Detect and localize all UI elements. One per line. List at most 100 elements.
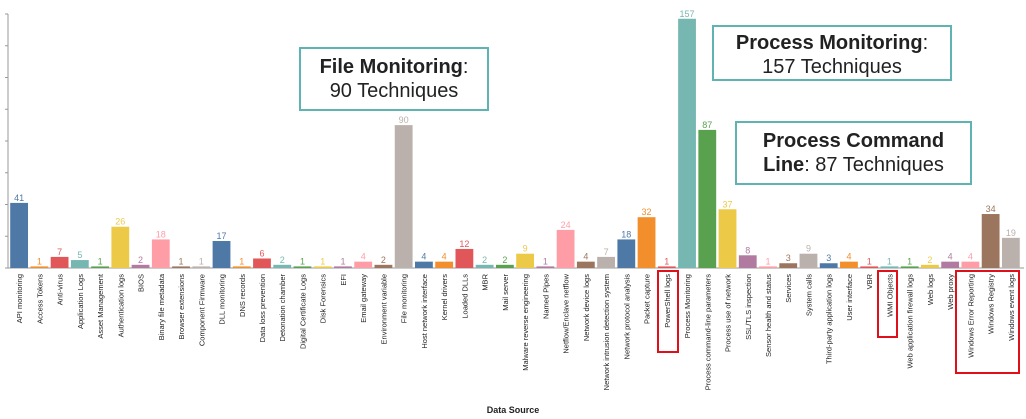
x-tick-label: Windows Error Reporting: [966, 274, 975, 358]
bar-value-label: 4: [361, 252, 366, 262]
process-monitoring-count: 157 Techniques: [762, 56, 902, 78]
bar-value-label: 1: [887, 256, 892, 266]
x-tick-label: Process use of network: [724, 274, 733, 352]
bar: [597, 256, 615, 268]
bar-value-label: 1: [199, 256, 204, 266]
process-monitoring-suffix: :: [922, 32, 929, 54]
bar-value-label: 5: [77, 250, 82, 260]
bar: [192, 266, 211, 268]
bar-value-label: 2: [138, 255, 143, 265]
bar-value-label: 2: [927, 255, 932, 265]
x-tick-label: Anti-virus: [56, 274, 65, 306]
bar-value-label: 1: [179, 256, 184, 266]
x-tick-label: Web proxy: [946, 274, 955, 310]
bar: [212, 241, 231, 268]
x-tick-label: Web application firewall logs: [906, 274, 915, 369]
x-tick-label: VBR: [865, 273, 874, 289]
bar-value-label: 34: [986, 204, 996, 214]
x-tick-label: Data loss prevention: [258, 274, 267, 342]
x-tick-label: DNS records: [238, 274, 247, 317]
x-tick-label: File monitoring: [400, 274, 409, 323]
bar: [415, 261, 433, 268]
bar-value-label: 9: [806, 244, 811, 254]
bar-value-label: 8: [745, 245, 750, 255]
process-monitoring-callout: Process Monitoring: 157 Techniques: [712, 25, 952, 81]
bar: [253, 258, 271, 268]
bar-value-label: 2: [280, 255, 285, 265]
x-tick-label: Network device logs: [582, 274, 591, 341]
bar-value-label: 1: [300, 256, 305, 266]
highlight-windows-logs: [955, 270, 1020, 374]
bar-value-label: 1: [239, 256, 244, 266]
x-tick-label: Browser extensions: [177, 274, 186, 340]
bar: [840, 261, 858, 268]
file-monitoring-suffix: :: [462, 56, 469, 78]
bar-value-label: 32: [642, 207, 652, 217]
x-tick-label: Netflow/Enclave netflow: [562, 273, 571, 353]
x-tick-label: Authentication logs: [116, 274, 125, 338]
bar-value-label: 157: [680, 9, 695, 19]
bar-value-label: 1: [98, 256, 103, 266]
x-tick-label: Loaded DLLs: [460, 274, 469, 319]
bar: [10, 202, 29, 268]
bar-value-label: 2: [482, 255, 487, 265]
highlight-wmi-objects: [877, 270, 898, 338]
bar: [900, 266, 919, 268]
x-tick-label: SSL/TLS inspection: [744, 274, 753, 340]
bar-value-label: 1: [867, 256, 872, 266]
bar: [678, 18, 696, 269]
process-cmdline-title-a: Process Command: [762, 130, 945, 152]
bar: [819, 263, 838, 268]
x-tick-label: Email gateway: [359, 274, 368, 323]
bar-value-label: 1: [37, 256, 42, 266]
bar: [313, 266, 332, 268]
bar-value-label: 4: [421, 252, 426, 262]
file-monitoring-title: File Monitoring: [319, 56, 463, 78]
bar: [334, 266, 352, 268]
x-tick-label: Application Logs: [76, 274, 85, 329]
x-tick-label: API monitoring: [15, 274, 24, 323]
bar: [50, 256, 69, 268]
x-tick-label: Kernel drivers: [440, 274, 449, 321]
bar: [91, 266, 109, 268]
process-monitoring-title: Process Monitoring: [735, 32, 923, 54]
x-axis-title: Data Source: [486, 405, 540, 415]
bar: [657, 266, 676, 268]
bar: [1001, 237, 1020, 268]
bar-value-label: 3: [826, 253, 831, 263]
bar: [232, 266, 251, 268]
bar-value-label: 26: [115, 217, 125, 227]
bar-value-label: 19: [1006, 228, 1016, 238]
bar-value-label: 7: [57, 247, 62, 257]
x-tick-label: Network protocol analysis: [622, 274, 631, 360]
bar-value-label: 4: [846, 252, 851, 262]
x-tick-label: Web logs: [926, 274, 935, 305]
bar: [536, 266, 555, 268]
bar: [516, 253, 535, 268]
bar: [779, 263, 798, 268]
bar-value-label: 3: [786, 253, 791, 263]
bar: [981, 214, 1000, 268]
bar: [637, 217, 656, 268]
bar: [111, 226, 130, 268]
bars: [10, 18, 1020, 269]
bar-value-label: 18: [621, 229, 631, 239]
file-monitoring-count: 90 Techniques: [329, 80, 459, 102]
x-tick-label: Detonation chamber: [278, 274, 287, 342]
bar: [921, 264, 939, 268]
x-tick-label: Environment variable: [379, 274, 388, 344]
bar: [374, 264, 393, 268]
bar-value-label: 87: [702, 120, 712, 130]
x-tick-label: Malware reverse engineering: [521, 274, 530, 371]
x-tick-label: Binary file metadata: [157, 273, 166, 340]
bar-value-label: 1: [543, 256, 548, 266]
x-tick-label: Network intrusion detection system: [602, 274, 611, 390]
bar: [738, 255, 757, 268]
bar: [576, 261, 595, 268]
bar-value-label: 7: [604, 247, 609, 257]
bar-value-label: 4: [968, 252, 973, 262]
bar-value-label: 1: [907, 256, 912, 266]
bar-value-label: 17: [217, 231, 227, 241]
bar-value-label: 2: [381, 255, 386, 265]
bar-value-label: 12: [459, 239, 469, 249]
